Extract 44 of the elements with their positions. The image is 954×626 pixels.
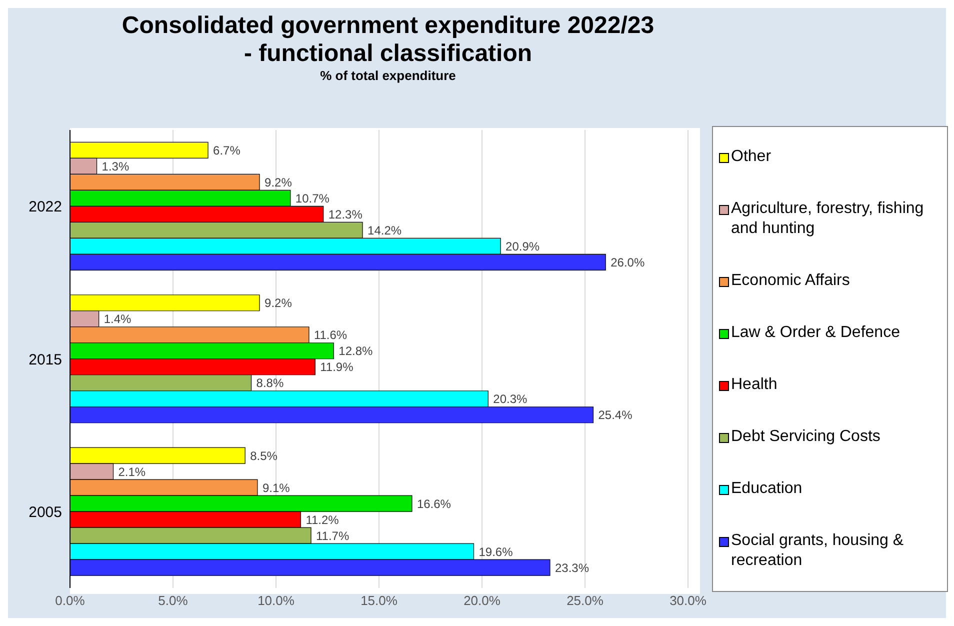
data-label: 12.3% xyxy=(328,207,363,222)
legend-label: Health xyxy=(731,375,778,395)
data-label: 8.5% xyxy=(250,448,278,463)
chart-title: Consolidated government expenditure 2022/23 - functional classification xyxy=(120,12,656,68)
x-tick-label: 0.0% xyxy=(55,593,86,608)
data-label: 11.2% xyxy=(306,512,340,527)
data-label: 23.3% xyxy=(554,560,590,575)
data-label: 11.7% xyxy=(316,528,350,543)
x-tick-label: 5.0% xyxy=(158,593,188,608)
data-label: 20.9% xyxy=(506,239,540,254)
data-label: 1.4% xyxy=(104,312,132,326)
legend-label: Agriculture, forestry, fishing and hunting xyxy=(731,199,925,239)
x-tick-label: 25.0% xyxy=(566,593,604,608)
data-label: 6.7% xyxy=(213,143,241,158)
data-label: 19.6% xyxy=(478,544,514,559)
data-label: 16.6% xyxy=(416,496,452,511)
data-label: 12.8% xyxy=(338,344,374,358)
data-label: 2.1% xyxy=(118,464,146,479)
x-tick-label: 15.0% xyxy=(360,593,398,608)
data-label: 8.8% xyxy=(256,376,284,390)
y-tick-label: 2015 xyxy=(28,351,62,368)
legend-label: Law & Order & Defence xyxy=(731,323,900,343)
data-label: 20.3% xyxy=(493,392,528,406)
data-label: 25.4% xyxy=(598,408,633,422)
legend-label: Debt Servicing Costs xyxy=(731,427,880,447)
legend-label: Other xyxy=(731,147,772,167)
data-label: 14.2% xyxy=(368,223,402,238)
data-label: 9.2% xyxy=(264,296,292,310)
y-tick-label: 2022 xyxy=(28,198,62,216)
data-label: 10.7% xyxy=(295,191,330,206)
data-label: 9.1% xyxy=(262,480,290,495)
data-label: 1.3% xyxy=(102,159,130,174)
y-tick-label: 2005 xyxy=(28,504,62,521)
legend-label: Education xyxy=(731,479,802,499)
legend-label: Economic Affairs xyxy=(731,271,850,291)
chart-subtitle: % of total expenditure xyxy=(319,68,457,83)
data-label: 11.9% xyxy=(320,360,354,374)
legend-label: Social grants, housing & recreation xyxy=(731,531,905,571)
data-label: 11.6% xyxy=(314,328,348,342)
x-tick-label: 30.0% xyxy=(670,593,707,608)
x-tick-label: 20.0% xyxy=(464,593,501,608)
x-tick-label: 10.0% xyxy=(258,593,295,608)
data-label: 26.0% xyxy=(610,255,645,270)
data-label: 9.2% xyxy=(264,175,292,190)
